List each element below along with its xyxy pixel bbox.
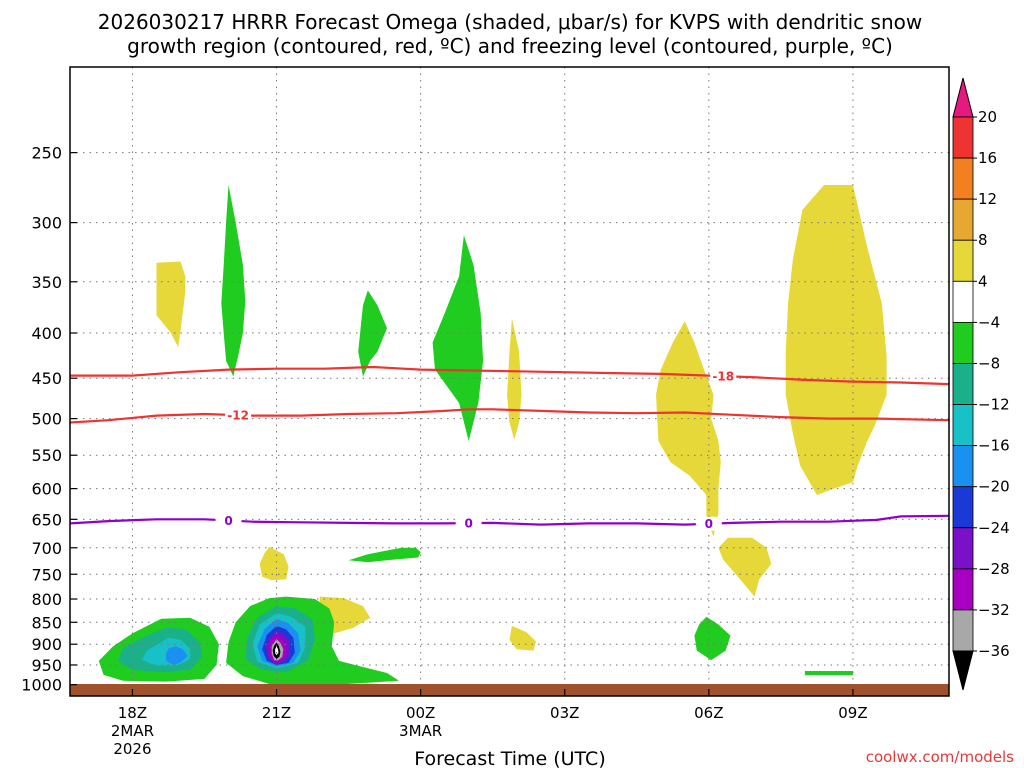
colorbar-bin-7	[952, 404, 974, 447]
colorbar-label-12: −32	[978, 601, 1010, 619]
omega-region-11	[509, 625, 536, 651]
y-tick-label-800: 800	[31, 590, 62, 609]
y-tick-label-550: 550	[31, 446, 62, 465]
omega-region-3	[432, 235, 484, 441]
colorbar-bin-9	[952, 486, 974, 529]
contour-label-bg	[215, 513, 242, 528]
colorbar-bottom-arrow	[952, 650, 974, 691]
omega-region-4	[507, 318, 522, 440]
omega-region-13	[804, 671, 853, 676]
omega-region-8	[348, 547, 421, 563]
plot-frame	[69, 66, 950, 697]
omega-region-0	[156, 261, 186, 348]
colorbar-label-11: −28	[978, 560, 1010, 578]
omega-region-1	[221, 185, 246, 377]
colorbar-bin-8	[952, 445, 974, 488]
y-tick-label-350: 350	[31, 273, 62, 292]
omega-region-5	[656, 321, 721, 537]
y-tick-label-300: 300	[31, 214, 62, 233]
contour-label-dendritic-upper-0: -18	[712, 370, 734, 384]
y-tick-label-400: 400	[31, 324, 62, 343]
contour-label-freezing-level-2: 0	[705, 517, 713, 531]
colorbar-top-arrow	[952, 77, 974, 118]
x-tick-date-18Z: 2MAR	[111, 722, 154, 740]
omega-region-2	[358, 290, 387, 377]
contour-label-freezing-level-0: 0	[224, 514, 232, 528]
colorbar-bin-12	[952, 609, 974, 652]
colorbar-label-3: 8	[978, 231, 988, 249]
y-tick-label-600: 600	[31, 480, 62, 499]
ground-surface-band	[70, 684, 949, 696]
y-tick-label-750: 750	[31, 565, 62, 584]
contour-label-bg	[695, 516, 722, 531]
colorbar-bin-2	[952, 198, 974, 241]
omega-region-9	[259, 546, 289, 581]
x-axis-label: Forecast Time (UTC)	[414, 748, 605, 768]
contour-label-bg	[225, 408, 252, 423]
contour-label-freezing-level-1: 0	[464, 517, 472, 531]
colorbar-label-2: 12	[978, 190, 997, 208]
contour-freezing-level	[69, 514, 950, 526]
omega-region-6	[718, 537, 772, 597]
y-tick-label-650: 650	[31, 510, 62, 529]
colorbar-label-7: −12	[978, 396, 1010, 414]
omega-region-7	[785, 185, 887, 495]
contour-label-dendritic-lower-0: -12	[227, 409, 249, 423]
omega-shading-layer	[98, 185, 887, 687]
colorbar-label-5: −4	[978, 313, 1000, 331]
contour-layer: -18 -12 0 0 0	[69, 365, 950, 531]
x-tick-label-09Z: 09Z	[838, 704, 867, 722]
y-axis-pressure: 250 300 350 400 450 500 550 600 650 700 750 800 850 9…	[21, 144, 77, 695]
chart-title-line2: growth region (contoured, red, ºC) and f…	[127, 34, 893, 58]
x-tick-label-03Z: 03Z	[550, 704, 579, 722]
x-tick-date-00Z: 3MAR	[399, 722, 442, 740]
colorbar-label-9: −20	[978, 478, 1010, 496]
x-tick-year-18Z: 2026	[113, 740, 151, 758]
colorbar-label-10: −24	[978, 519, 1010, 537]
y-tick-label-450: 450	[31, 369, 62, 388]
contour-label-bg	[710, 369, 737, 384]
colorbar-bin-5	[952, 321, 974, 364]
colorbar-label-4: 4	[978, 272, 988, 290]
colorbar-bin-11	[952, 568, 974, 611]
colorbar-label-8: −16	[978, 437, 1010, 455]
colorbar-label-13: −36	[978, 642, 1010, 660]
chart-title-line1: 2026030217 HRRR Forecast Omega (shaded, …	[98, 10, 922, 34]
colorbar-bin-6	[952, 363, 974, 405]
contour-dendritic-upper	[70, 365, 950, 386]
omega-region-27	[275, 646, 279, 656]
x-tick-label-21Z: 21Z	[262, 704, 291, 722]
colorbar-bin-4	[952, 280, 974, 323]
plot-area: -18 -12 0 0 0	[69, 66, 950, 697]
colorbar-label-6: −8	[978, 354, 1000, 372]
colorbar-bin-0	[952, 116, 974, 159]
omega-region-12	[694, 616, 731, 661]
y-tick-label-950: 950	[31, 656, 62, 675]
x-tick-label-00Z: 00Z	[406, 704, 435, 722]
gridlines	[70, 67, 949, 696]
y-tick-label-700: 700	[31, 539, 62, 558]
y-tick-label-1000: 1000	[21, 676, 62, 695]
colorbar-bin-10	[952, 527, 974, 570]
y-tick-label-850: 850	[31, 613, 62, 632]
contour-dendritic-lower	[69, 408, 950, 424]
y-tick-label-250: 250	[31, 144, 62, 163]
colorbar-label-0: 20	[978, 108, 997, 126]
colorbar-label-1: 16	[978, 149, 997, 167]
colorbar-legend: 20 16 12 8 4 −4 −8 −12 −16 −20 −24 −28 −32 −36	[952, 77, 1010, 691]
x-tick-label-18Z: 18Z	[118, 704, 147, 722]
credit-text: coolwx.com/models	[866, 748, 1014, 766]
y-tick-label-900: 900	[31, 635, 62, 654]
contour-label-bg	[455, 516, 482, 531]
x-tick-label-06Z: 06Z	[694, 704, 723, 722]
y-tick-label-500: 500	[31, 410, 62, 429]
omega-region-17	[166, 646, 188, 665]
colorbar-bin-1	[952, 157, 974, 200]
colorbar-bin-3	[952, 239, 974, 282]
